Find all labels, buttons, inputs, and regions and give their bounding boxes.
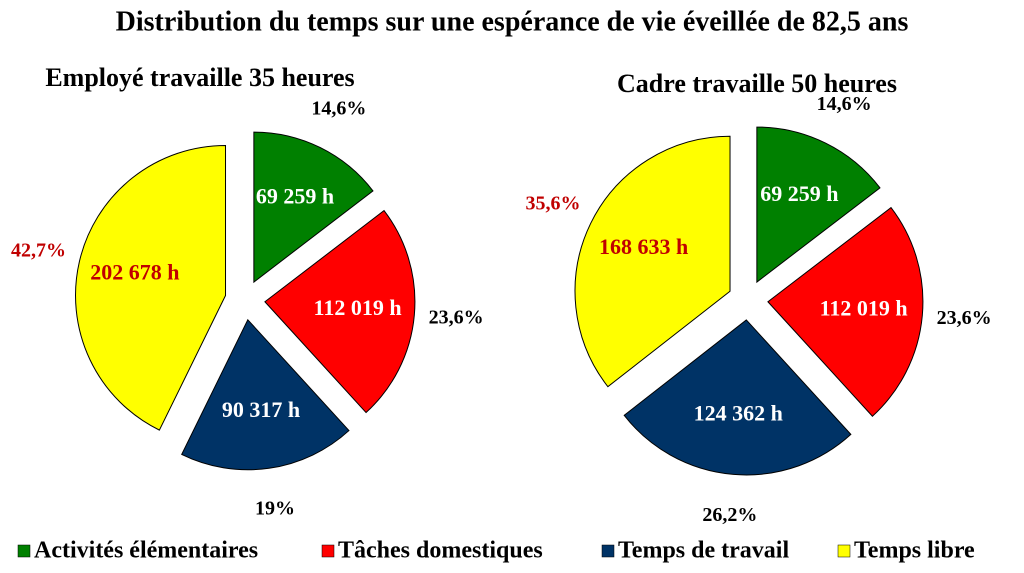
value-label: 202 678 h bbox=[90, 259, 179, 284]
legend-swatch bbox=[601, 544, 615, 558]
pie-slice bbox=[264, 209, 416, 414]
value-label: 90 317 h bbox=[222, 397, 300, 422]
value-label: 112 019 h bbox=[820, 295, 908, 320]
value-label: 168 633 h bbox=[599, 234, 688, 259]
percent-label: 14,6% bbox=[817, 93, 872, 115]
percent-label: 19% bbox=[255, 497, 295, 519]
percent-label: 26,2% bbox=[702, 504, 757, 526]
pie-slice bbox=[181, 318, 350, 471]
pie-title: Employé travaille 35 heures bbox=[45, 63, 354, 92]
legend-label: Tâches domestiques bbox=[338, 538, 543, 564]
value-label: 69 259 h bbox=[256, 184, 334, 209]
legend-label: Activités élémentaires bbox=[34, 538, 258, 564]
percent-label: 14,6% bbox=[311, 98, 366, 120]
legend-swatch bbox=[837, 544, 851, 558]
legend-swatch bbox=[321, 544, 335, 558]
percent-label: 23,6% bbox=[937, 307, 992, 329]
legend-swatch bbox=[17, 544, 31, 558]
main-title: Distribution du temps sur une espérance … bbox=[116, 6, 909, 37]
pie-slice bbox=[767, 206, 924, 417]
pie-title: Cadre travaille 50 heures bbox=[617, 69, 897, 98]
percent-label: 23,6% bbox=[429, 306, 484, 328]
legend-label: Temps libre bbox=[854, 538, 975, 564]
value-label: 69 259 h bbox=[760, 181, 838, 206]
percent-label: 35,6% bbox=[525, 192, 580, 214]
percent-label: 42,7% bbox=[11, 240, 66, 262]
value-label: 112 019 h bbox=[314, 295, 402, 320]
legend-label: Temps de travail bbox=[618, 538, 789, 564]
value-label: 124 362 h bbox=[694, 401, 783, 426]
pie-slice bbox=[253, 131, 374, 284]
pie-slice bbox=[75, 144, 227, 431]
pie-slice bbox=[623, 319, 852, 476]
pie-slice bbox=[574, 135, 731, 388]
pie-slice bbox=[756, 126, 881, 284]
